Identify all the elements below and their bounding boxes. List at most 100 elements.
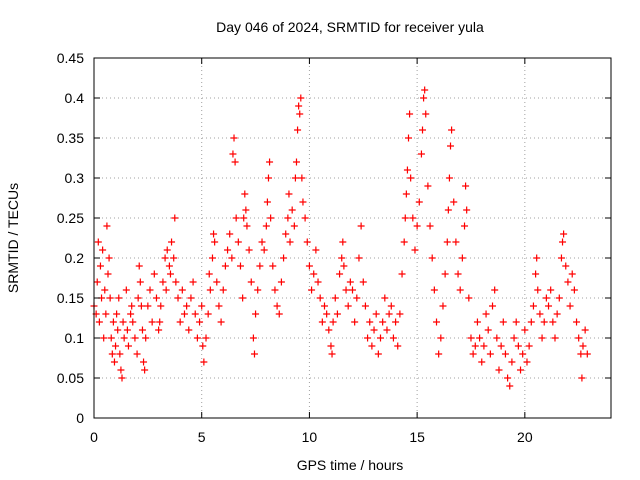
data-point [224, 246, 232, 254]
data-point [208, 254, 216, 262]
y-tick-label: 0.4 [65, 90, 85, 106]
data-point [168, 238, 176, 246]
data-point [355, 254, 363, 262]
data-point [570, 286, 578, 294]
y-tick-label: 0.25 [57, 210, 84, 226]
data-point [579, 342, 587, 350]
data-point [163, 246, 171, 254]
x-tick-label: 0 [90, 429, 98, 445]
data-point [506, 382, 514, 390]
data-point [557, 254, 565, 262]
data-point [333, 310, 341, 318]
data-point [342, 286, 350, 294]
data-point [534, 286, 542, 294]
data-point [379, 318, 387, 326]
data-point [476, 334, 484, 342]
data-point [291, 174, 299, 182]
data-point [296, 110, 304, 118]
data-point [136, 278, 144, 286]
data-point [383, 326, 391, 334]
data-point [568, 270, 576, 278]
data-point [106, 294, 114, 302]
data-point [417, 150, 425, 158]
data-point [370, 326, 378, 334]
data-point [314, 278, 322, 286]
data-point [482, 310, 490, 318]
y-tick-label: 0 [76, 410, 84, 426]
data-point [461, 222, 469, 230]
data-point [303, 238, 311, 246]
x-tick-label: 10 [302, 429, 318, 445]
data-point [202, 334, 210, 342]
data-point [435, 350, 443, 358]
data-point [320, 302, 328, 310]
data-point [559, 238, 567, 246]
data-point [497, 342, 505, 350]
data-point [398, 270, 406, 278]
y-tick-label: 0.15 [57, 290, 84, 306]
data-point [415, 198, 423, 206]
data-point [402, 190, 410, 198]
data-point [351, 318, 359, 326]
data-point [553, 310, 561, 318]
y-tick-label: 0.05 [57, 370, 84, 386]
data-point [219, 286, 227, 294]
data-point [469, 350, 477, 358]
data-point [437, 334, 445, 342]
data-point [420, 94, 428, 102]
data-point [392, 318, 400, 326]
data-point [165, 262, 173, 270]
data-point [560, 230, 568, 238]
data-point [366, 318, 374, 326]
data-point [340, 262, 348, 270]
data-point [142, 334, 150, 342]
data-point [285, 190, 293, 198]
data-point [256, 262, 264, 270]
data-point [297, 94, 305, 102]
data-point [456, 286, 464, 294]
data-point [465, 294, 473, 302]
data-point [113, 310, 121, 318]
data-point [127, 310, 135, 318]
data-point [292, 158, 300, 166]
data-point [112, 342, 120, 350]
data-point [421, 86, 429, 94]
data-point [189, 278, 197, 286]
data-point [156, 318, 164, 326]
data-point [174, 294, 182, 302]
data-point [555, 294, 563, 302]
data-point [183, 302, 191, 310]
data-point [318, 318, 326, 326]
data-point [134, 294, 142, 302]
data-point [124, 342, 132, 350]
data-point [499, 318, 507, 326]
data-point [110, 358, 118, 366]
data-points [90, 86, 591, 390]
data-point [381, 294, 389, 302]
grid-lines [94, 58, 611, 418]
data-point [101, 286, 109, 294]
data-point [232, 214, 240, 222]
data-point [217, 318, 225, 326]
data-point [284, 214, 292, 222]
data-point [489, 302, 497, 310]
data-point [294, 126, 302, 134]
data-point [407, 174, 415, 182]
data-point [400, 238, 408, 246]
data-point [150, 270, 158, 278]
data-point [346, 278, 354, 286]
data-point [185, 326, 193, 334]
data-point [241, 190, 249, 198]
plot-frame [93, 57, 612, 419]
data-point [215, 302, 223, 310]
data-point [118, 374, 126, 382]
data-point [166, 270, 174, 278]
data-point [439, 302, 447, 310]
data-point [454, 270, 462, 278]
data-point [450, 198, 458, 206]
data-point [447, 142, 455, 150]
data-point [144, 302, 152, 310]
data-point [374, 350, 382, 358]
data-point [178, 286, 186, 294]
